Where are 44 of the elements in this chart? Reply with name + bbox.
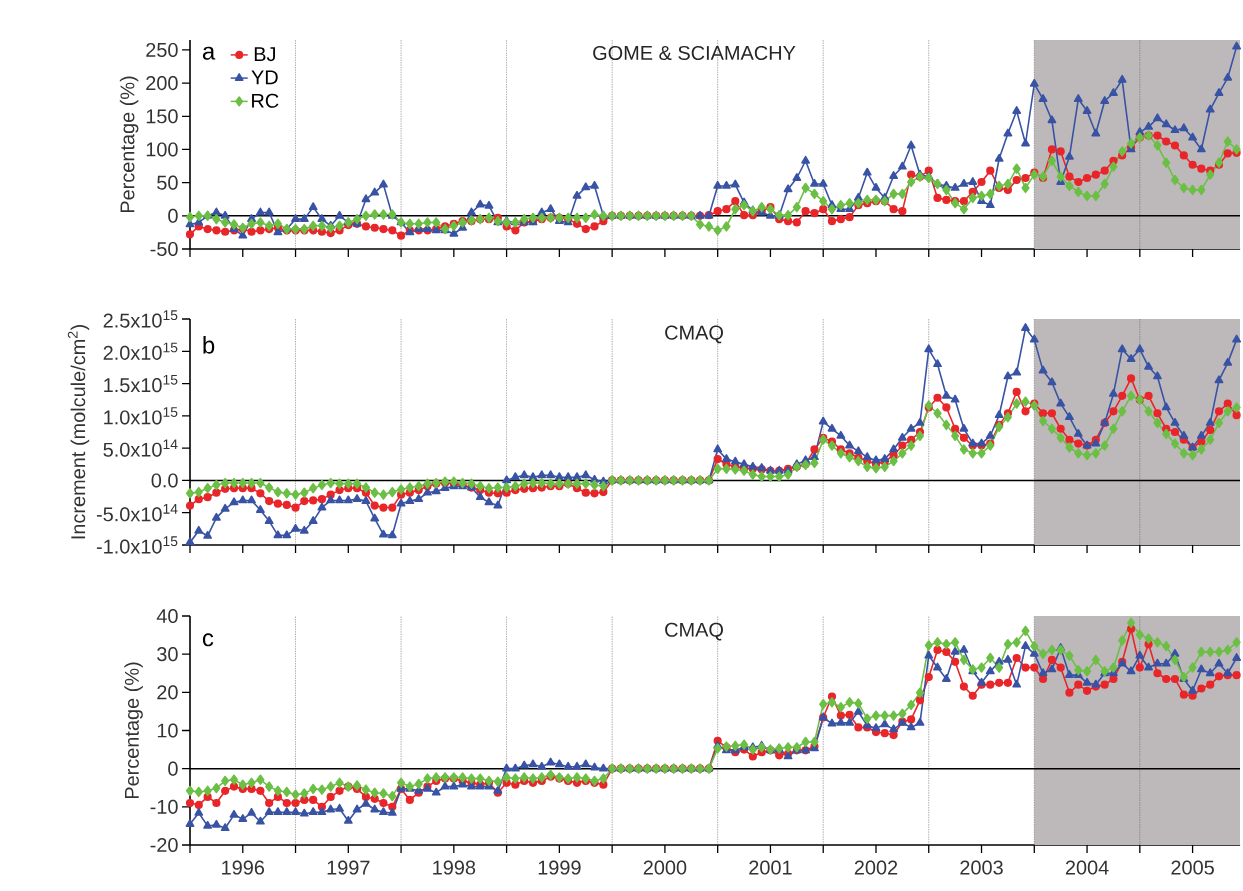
y-axis-title: Percentage (%) [119,76,139,213]
y-tick-label: 100 [146,142,178,157]
legend-label: BJ [254,47,275,62]
x-tick-label: 2002 [854,860,898,875]
legend-label: YD [251,70,278,85]
x-tick-label: 1997 [327,860,370,875]
x-tick-label: 1998 [433,860,476,875]
chart-title: GOME & SCIAMACHY [593,45,796,60]
y-tick-label: -10 [150,799,178,814]
y-tick-label: 250 [146,42,178,57]
x-tick-label: 1996 [222,860,265,875]
y-tick-label: 50 [157,175,178,190]
y-axis-title: Increment (molcule/cm$^{2}$) [67,325,90,539]
annotation: b [203,336,215,354]
y-tick-label: -5.0x10$^{14}$ [96,504,178,522]
chart-title: CMAQ [665,622,723,641]
x-tick-label: 2005 [1171,860,1214,875]
annotation: c [202,633,214,647]
y-tick-label: 0 [168,761,178,776]
y-tick-label: 40 [156,608,178,624]
y-tick-label: -20 [150,837,178,853]
x-tick-label: 2004 [1065,860,1109,875]
y-tick-label: -50 [150,241,178,257]
legend-label: RC [252,93,279,108]
annotation: a [202,46,216,60]
y-tick-label: 200 [146,76,178,91]
y-tick-label: 2.5x10$^{15}$ [103,310,178,328]
x-tick-label: 1999 [538,860,581,875]
y-tick-label: 150 [146,109,178,124]
chart-title: CMAQ [665,325,723,344]
y-tick-label: 30 [157,647,178,662]
y-tick-label: 1.0x10$^{15}$ [104,407,178,425]
y-tick-label: 0 [168,208,178,223]
y-tick-label: 0.0 [151,473,178,488]
x-tick-label: 2000 [643,860,687,875]
y-tick-label: 1.5x10$^{15}$ [104,374,178,393]
x-tick-label: 2003 [960,860,1003,875]
y-tick-label: 2.0x10$^{15}$ [103,342,178,360]
y-tick-label: 10 [157,723,178,738]
y-axis-title: Percentage (%) [124,662,143,799]
x-tick-label: 2001 [749,860,792,875]
y-tick-label: -1.0x10$^{15}$ [96,536,178,554]
y-tick-label: 5.0x10$^{14}$ [103,439,178,457]
y-tick-label: 20 [157,685,178,700]
